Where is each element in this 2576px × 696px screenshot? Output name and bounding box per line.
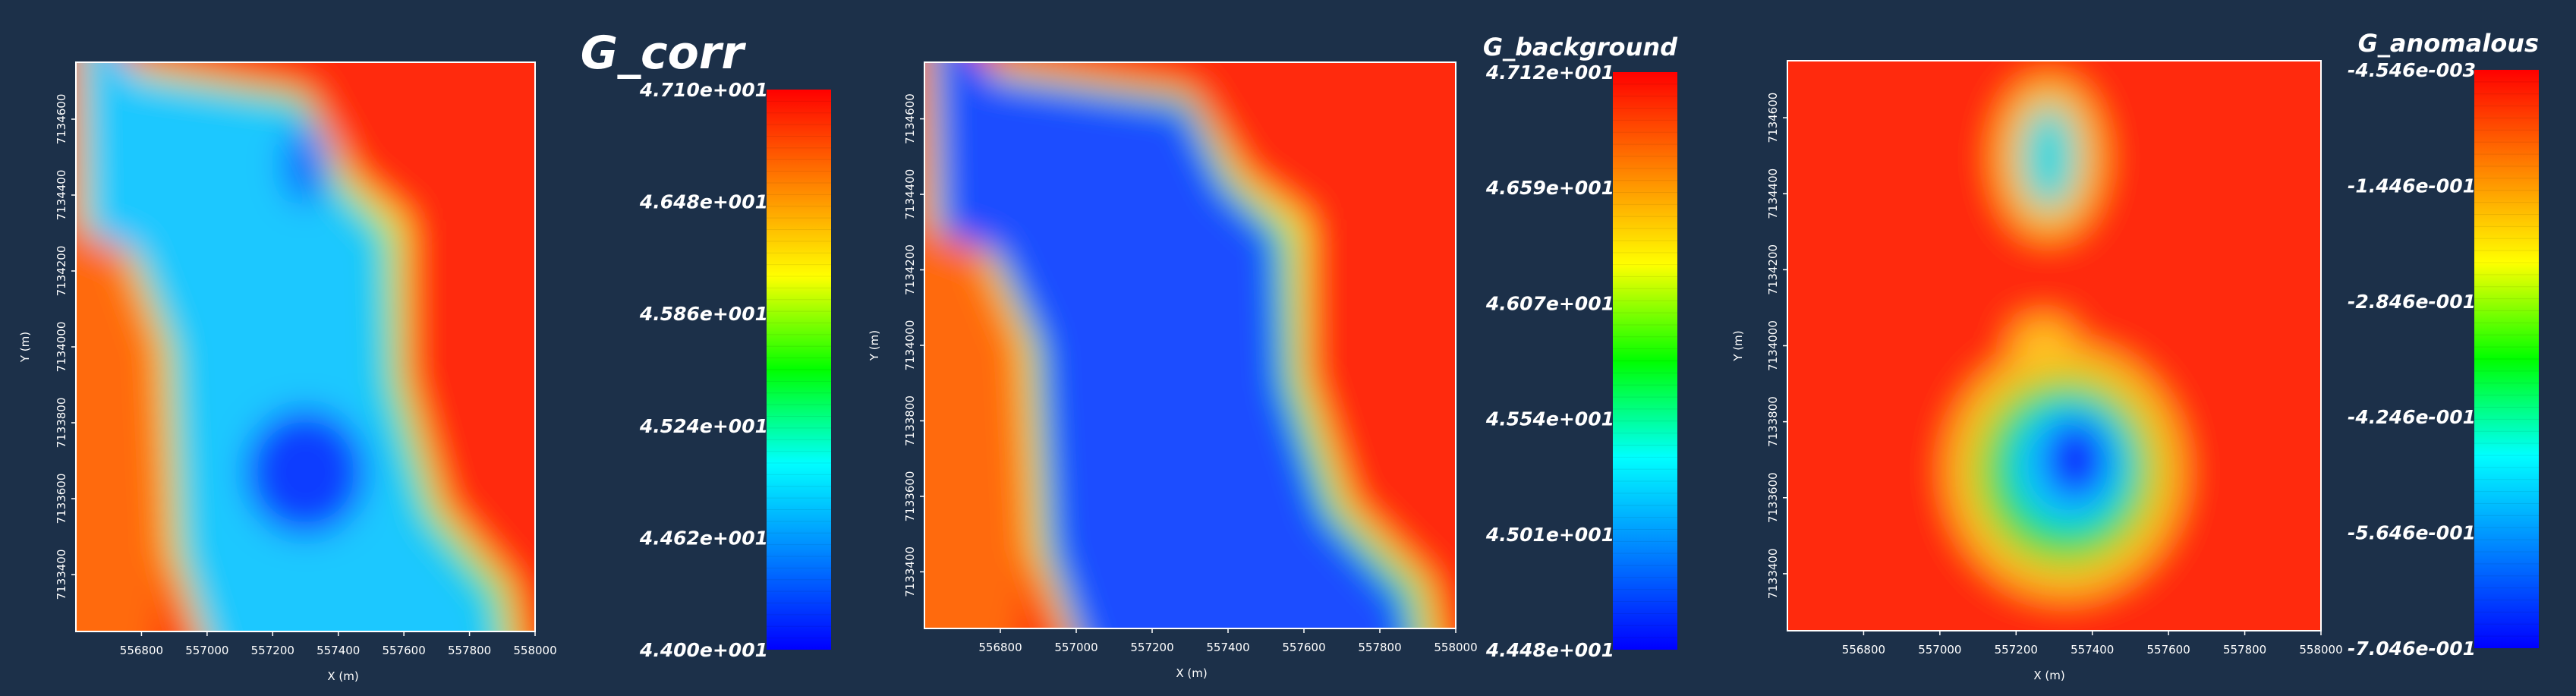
colorbar-bands <box>767 100 831 639</box>
y-tick-label: 7133400 <box>903 546 917 597</box>
colorbar-bands <box>1613 83 1677 638</box>
colorbar-tick-label: 4.524e+001 <box>639 415 768 437</box>
chart-title: G_corr <box>581 27 747 80</box>
y-axis-label: Y (m) <box>868 330 881 361</box>
x-tick-label: 557800 <box>1358 641 1401 654</box>
y-tick-label: 7133800 <box>1766 396 1780 447</box>
chart-title: G_anomalous <box>2358 29 2539 58</box>
x-tick-label: 557800 <box>448 644 491 657</box>
colorbar-tick-label: 4.712e+001 <box>1485 61 1614 83</box>
x-axis-label: X (m) <box>2033 669 2064 682</box>
y-tick-label: 7134600 <box>1766 93 1780 143</box>
chart-svg: 556800 557000 557200 557400 557600 557800 5580… <box>868 33 1678 680</box>
y-tick-label: 7134200 <box>1766 244 1780 295</box>
colorbar <box>767 90 831 650</box>
x-tick-label: 557400 <box>1206 641 1249 654</box>
y-tick-label: 7134400 <box>1766 168 1780 219</box>
colorbar-tick-label: 4.554e+001 <box>1485 408 1614 430</box>
y-tick-label: 7134600 <box>903 93 917 144</box>
x-axis-label: X (m) <box>327 669 358 683</box>
colorbar-tick-label: -7.046e-001 <box>2348 638 2476 660</box>
colorbar-tick-label: -2.846e-001 <box>2348 291 2476 313</box>
y-tick-label: 7134000 <box>55 322 68 373</box>
colorbar-tick-label: -1.446e-001 <box>2348 175 2476 197</box>
y-tick-label: 7133400 <box>55 550 68 600</box>
colorbar <box>1613 72 1677 650</box>
x-tick-label: 557600 <box>1282 641 1325 654</box>
x-tick-label: 557200 <box>1130 641 1173 654</box>
panel-g-corr: 556800 557000 557200 557400 557600 557800 5580… <box>0 0 858 696</box>
colorbar-tick-label: 4.448e+001 <box>1485 639 1614 661</box>
x-tick-label: 557400 <box>2071 643 2114 657</box>
y-axis-label: Y (m) <box>1731 330 1745 361</box>
heatmap-field <box>924 62 1456 628</box>
x-tick-label: 556800 <box>978 641 1022 654</box>
x-tick-label: 557400 <box>316 644 360 657</box>
x-tick-label: 557600 <box>383 644 426 657</box>
x-tick-label: 557000 <box>1054 641 1097 654</box>
y-tick-label: 7133600 <box>55 474 68 524</box>
panel-g-anomalous: 556800 557000 557200 557400 557600 557800 5580… <box>1719 0 2576 696</box>
x-tick-label: 558000 <box>513 644 556 657</box>
y-tick-label: 7133800 <box>903 395 917 446</box>
y-tick-label: 7134000 <box>1766 320 1780 371</box>
y-tick-label: 7133800 <box>55 398 68 449</box>
x-tick-label: 557800 <box>2223 643 2266 657</box>
colorbar-tick-label: -4.246e-001 <box>2348 406 2476 428</box>
colorbar-tick-label: 4.400e+001 <box>639 639 768 661</box>
y-tick-label: 7134400 <box>55 170 68 221</box>
y-axis-label: Y (m) <box>18 332 32 363</box>
x-tick-label: 557000 <box>185 644 228 657</box>
y-tick-label: 7134000 <box>903 320 917 371</box>
x-axis-label: X (m) <box>1176 666 1207 680</box>
heatmap-field <box>76 62 535 631</box>
panel-g-background: 556800 557000 557200 557400 557600 557800 5580… <box>858 0 1715 696</box>
y-tick-label: 7134200 <box>903 244 917 295</box>
colorbar-tick-label: 4.648e+001 <box>639 191 768 213</box>
y-tick-label: 7134600 <box>55 94 68 145</box>
y-tick-label: 7133600 <box>1766 472 1780 523</box>
x-tick-label: 556800 <box>120 644 163 657</box>
x-tick-label: 557200 <box>251 644 294 657</box>
colorbar-tick-label: 4.462e+001 <box>639 527 768 549</box>
colorbar-tick-label: -4.546e-003 <box>2348 59 2476 81</box>
x-tick-label: 556800 <box>1842 643 1885 657</box>
colorbar-tick-label: -5.646e-001 <box>2348 522 2476 544</box>
colorbar-tick-label: 4.586e+001 <box>639 303 768 325</box>
y-tick-label: 7133400 <box>1766 548 1780 599</box>
x-tick-label: 558000 <box>2299 643 2342 657</box>
x-tick-label: 557000 <box>1918 643 1961 657</box>
x-tick-label: 557600 <box>2147 643 2190 657</box>
colorbar-bands <box>2474 81 2539 637</box>
chart-svg: 556800 557000 557200 557400 557600 557800 5580… <box>18 27 831 683</box>
chart-svg: 556800 557000 557200 557400 557600 557800 5580… <box>1731 29 2539 682</box>
colorbar <box>2474 70 2539 648</box>
colorbar-tick-label: 4.659e+001 <box>1485 177 1614 199</box>
chart-title: G_background <box>1483 33 1678 61</box>
colorbar-tick-label: 4.607e+001 <box>1485 292 1614 314</box>
heatmap-field <box>1787 61 2321 631</box>
x-tick-label: 557200 <box>1995 643 2038 657</box>
colorbar-tick-label: 4.501e+001 <box>1485 524 1614 546</box>
y-tick-label: 7133600 <box>903 471 917 522</box>
x-tick-label: 558000 <box>1434 641 1477 654</box>
colorbar-tick-label: 4.710e+001 <box>639 79 768 101</box>
y-tick-label: 7134400 <box>903 169 917 220</box>
y-tick-label: 7134200 <box>55 246 68 297</box>
